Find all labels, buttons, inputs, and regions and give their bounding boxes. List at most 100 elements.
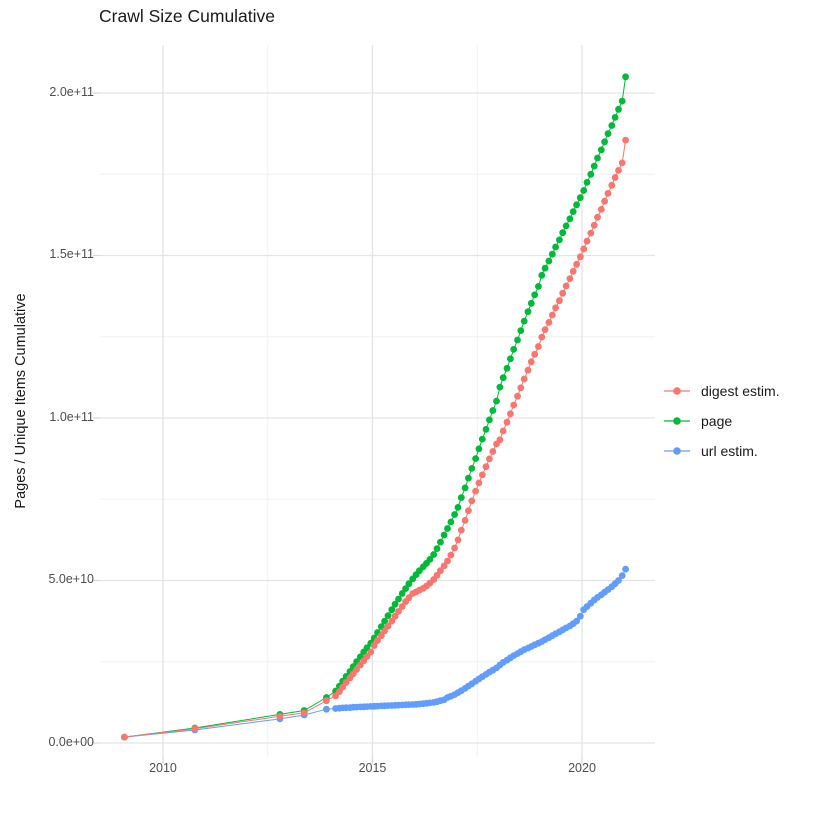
data-point: [475, 479, 483, 487]
data-point: [507, 355, 514, 363]
data-point: [604, 130, 612, 138]
y-tick-label: 5.0e+10: [48, 572, 94, 587]
data-point: [391, 600, 399, 608]
data-point: [447, 518, 455, 526]
data-point: [430, 551, 438, 558]
data-point: [503, 418, 511, 426]
data-point: [608, 122, 616, 129]
data-point: [597, 146, 605, 154]
data-point: [524, 366, 532, 374]
data-point: [562, 282, 570, 290]
data-point: [520, 375, 528, 383]
data-point: [444, 557, 451, 565]
data-point: [451, 544, 458, 552]
data-point: [444, 525, 451, 532]
data-point: [548, 311, 556, 319]
data-point: [531, 291, 539, 299]
legend-label: page: [701, 413, 733, 429]
data-point: [440, 562, 448, 570]
data-point: [468, 497, 476, 505]
data-point: [538, 333, 546, 341]
data-point: [583, 237, 591, 245]
data-point: [482, 426, 490, 433]
data-point: [395, 608, 402, 615]
data-point: [398, 603, 406, 610]
data-point: [405, 580, 413, 588]
data-point: [541, 326, 549, 333]
data-point: [590, 221, 598, 229]
data-point: [486, 455, 493, 463]
data-point: [527, 299, 535, 307]
data-point: [552, 243, 559, 251]
x-tick-label: 2020: [568, 761, 596, 775]
data-point: [363, 653, 371, 660]
data-point: [573, 617, 580, 625]
data-point: [611, 114, 619, 121]
data-point: [300, 709, 308, 717]
chart-title: Crawl Size Cumulative: [99, 6, 276, 26]
data-point: [615, 577, 622, 584]
data-point: [545, 319, 553, 326]
data-point: [276, 712, 284, 720]
data-point: [576, 194, 584, 202]
data-point: [468, 465, 476, 472]
data-point: [395, 595, 402, 603]
data-point: [457, 526, 465, 534]
data-point: [566, 215, 574, 223]
data-point: [587, 229, 595, 237]
data-point: [489, 407, 497, 414]
data-point: [556, 236, 563, 244]
data-point: [496, 383, 504, 391]
legend-label: url estim.: [701, 443, 758, 459]
data-point: [531, 350, 539, 358]
data-point: [478, 435, 486, 443]
data-point: [548, 250, 556, 258]
data-point: [367, 648, 375, 656]
data-point: [552, 304, 559, 312]
data-point: [342, 679, 350, 686]
data-point: [604, 190, 612, 197]
data-point: [507, 410, 514, 418]
data-point: [447, 551, 455, 559]
data-point: [496, 436, 504, 444]
data-point: [388, 617, 396, 625]
series-line: [124, 568, 627, 738]
data-point: [524, 308, 532, 316]
data-point: [517, 384, 525, 392]
data-point: [461, 517, 469, 524]
data-point: [121, 733, 128, 741]
data-point: [611, 174, 619, 181]
data-point: [374, 637, 381, 644]
data-point: [615, 167, 622, 174]
data-point: [538, 271, 546, 279]
data-point: [608, 181, 616, 189]
data-point: [535, 343, 542, 350]
data-point: [353, 666, 360, 673]
data-point: [454, 536, 462, 544]
data-point: [510, 346, 518, 353]
data-point: [520, 317, 528, 325]
data-point: [402, 585, 409, 592]
data-point: [499, 427, 507, 435]
data-point: [573, 201, 580, 209]
data-point: [594, 213, 601, 221]
data-point: [454, 504, 462, 511]
data-point: [493, 397, 500, 405]
data-point: [517, 327, 525, 334]
data-point: [590, 162, 598, 170]
legend-item-page: page: [663, 406, 823, 436]
data-point: [486, 416, 493, 424]
data-point: [587, 170, 595, 178]
data-point: [388, 606, 396, 614]
data-point: [527, 358, 535, 366]
data-point: [503, 364, 511, 372]
data-point: [440, 531, 448, 539]
data-point: [514, 392, 521, 400]
data-point: [594, 154, 601, 162]
data-point: [576, 253, 584, 261]
data-point: [576, 612, 584, 620]
data-point: [461, 484, 469, 492]
data-point: [384, 612, 392, 619]
data-point: [472, 455, 479, 462]
